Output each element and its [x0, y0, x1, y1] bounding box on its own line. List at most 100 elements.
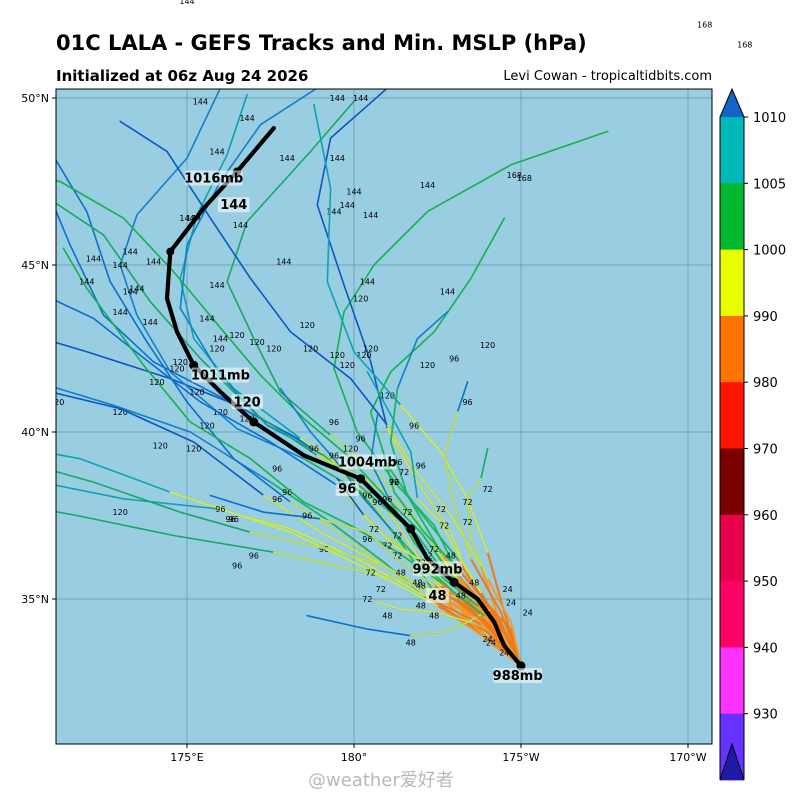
hour-label: 144	[143, 318, 158, 327]
mean-track-label: 48	[428, 589, 446, 604]
hour-label: 24	[506, 598, 516, 607]
mean-track-dot	[189, 360, 199, 370]
mean-track-dot	[406, 524, 416, 534]
member-hour-label: 144	[276, 258, 291, 267]
mean-track-dot	[356, 474, 366, 484]
colorbar-tick-label: 950	[753, 575, 778, 590]
colorbar-tick-label: 990	[753, 310, 778, 325]
hour-label: 96	[272, 465, 282, 474]
member-track-early	[469, 557, 522, 667]
colorbar-segment	[720, 183, 744, 251]
member-hour-label: 120	[420, 361, 435, 370]
colorbar-tick-label: 1000	[753, 244, 786, 259]
hour-label: 144	[330, 94, 345, 103]
hour-label: 144	[330, 154, 345, 163]
mean-track-label: 96	[338, 482, 356, 497]
member-hour-label: 144	[360, 278, 375, 287]
member-hour-label: 168	[517, 174, 532, 183]
colorbar-tick-label: 980	[753, 376, 778, 391]
hour-label: 168	[507, 171, 522, 180]
mean-label-box	[413, 561, 462, 577]
hour-label: 48	[396, 568, 406, 577]
hour-label: 120	[363, 345, 378, 354]
member-hour-label: 96	[389, 478, 399, 487]
hour-label: 144	[113, 261, 128, 270]
hour-label: 144	[239, 114, 254, 123]
hour-label: 144	[420, 181, 435, 190]
lat-tick-label: 35°N	[21, 593, 49, 606]
watermark: @weather爱好者	[308, 770, 454, 791]
member-hour-label: 96	[302, 512, 312, 521]
member-hour-label: 144	[340, 201, 355, 210]
mean-label-box	[335, 481, 359, 497]
colorbar-tick-label: 970	[753, 443, 778, 458]
member-hour-label: 72	[392, 552, 402, 561]
hour-label: 120	[353, 294, 368, 303]
hour-label: 120	[480, 341, 495, 350]
hour-label: 120	[49, 398, 64, 407]
member-hour-label: 120	[199, 421, 214, 430]
mean-track-label: 988mb	[493, 669, 543, 684]
hour-label: 96	[329, 451, 339, 460]
member-track-mid	[416, 497, 482, 594]
hour-label: 120	[229, 331, 244, 340]
member-track-mid	[389, 528, 486, 617]
member-hour-label: 72	[462, 518, 472, 527]
member-hour-label: 120	[330, 351, 345, 360]
mean-label-box	[231, 394, 264, 410]
hour-label: 24	[499, 648, 509, 657]
hour-label: 96	[272, 495, 282, 504]
member-hour-label: 72	[429, 545, 439, 554]
mean-label-box	[338, 454, 397, 470]
hour-label: 72	[392, 532, 402, 541]
member-hour-label: 96	[362, 491, 372, 500]
member-hour-label: 120	[19, 398, 34, 407]
hour-label: 96	[215, 505, 225, 514]
mean-track-dot	[516, 661, 526, 671]
lat-tick-label: 40°N	[21, 426, 49, 439]
hour-label: 144	[129, 284, 144, 293]
hour-label: 48	[456, 592, 466, 601]
member-hour-label: 144	[86, 254, 101, 263]
hour-label: 48	[446, 552, 456, 561]
hour-label: 24	[486, 638, 496, 647]
hour-label: 96	[309, 445, 319, 454]
colorbar-tick-label: 930	[753, 708, 778, 723]
mean-track-label: 992mb	[413, 562, 463, 577]
colorbar-segment	[720, 117, 744, 184]
hour-label: 120	[209, 345, 224, 354]
mean-label-box	[425, 588, 450, 603]
member-track-early	[459, 571, 522, 667]
hour-label: 144	[346, 188, 361, 197]
mean-track-dot	[449, 577, 459, 587]
member-hour-label: 96	[225, 515, 235, 524]
hour-label: 120	[300, 321, 315, 330]
colorbar-segment	[720, 315, 744, 383]
hour-label: 144	[199, 314, 214, 323]
member-hour-label: 120	[189, 388, 204, 397]
colorbar-segment	[720, 647, 744, 715]
member-hour-label: 144	[146, 258, 161, 267]
colorbar-segment	[720, 514, 744, 582]
hour-label: 144	[209, 147, 224, 156]
member-hour-label: 120	[340, 361, 355, 370]
member-track-mid	[169, 491, 439, 607]
hour-label: 72	[399, 468, 409, 477]
map-gridlines	[56, 89, 712, 744]
hour-label: 96	[356, 435, 366, 444]
member-hour-label: 120	[380, 391, 395, 400]
hour-label: 96	[329, 418, 339, 427]
member-hour-label: 96	[462, 398, 472, 407]
member-hour-label: 120	[113, 408, 128, 417]
member-track-early	[486, 578, 522, 667]
member-hour-label: 96	[416, 461, 426, 470]
member-hour-label: 120	[169, 365, 184, 374]
colorbar-tick-label: 1010	[753, 111, 786, 126]
colorbar-segment	[720, 382, 744, 449]
hour-label: 72	[462, 498, 472, 507]
hour-label: 48	[416, 582, 426, 591]
member-hour-label: 120	[356, 351, 371, 360]
member-hour-label: 144	[6, 324, 21, 333]
